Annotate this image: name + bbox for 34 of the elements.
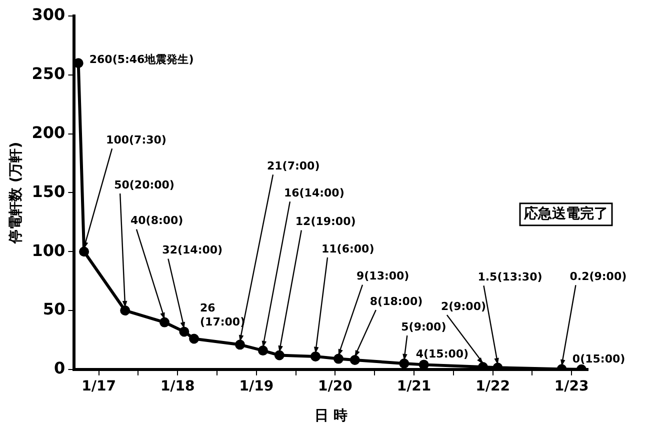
y-tick-label: 100 (32, 240, 66, 260)
x-tick-label: 1/23 (554, 378, 589, 394)
y-axis-title: 停電軒数 (万軒) (8, 142, 24, 245)
annotation: 16(14:00) (284, 186, 344, 200)
annotation: 5(9:00) (401, 320, 446, 334)
annotation: 0.2(9:00) (570, 270, 627, 284)
annotation: 12(19:00) (295, 215, 356, 228)
annotation: 2(9:00) (440, 300, 486, 313)
annotation: 21(7:00) (266, 160, 320, 173)
y-tick-label: 300 (32, 5, 66, 24)
annotation: 40(8:00) (130, 214, 184, 228)
x-tick-label: 1/18 (160, 378, 195, 394)
y-tick-label: 0 (54, 358, 66, 378)
annotation: 1.5(13:30) (478, 270, 542, 284)
annotation: 9(13:00) (356, 270, 410, 283)
y-tick-label: 50 (42, 300, 66, 319)
x-axis-title: 日 時 (314, 408, 348, 424)
annotation: 50(20:00) (114, 178, 174, 192)
y-tick-label: 200 (32, 122, 66, 142)
annotation: 11(6:00) (322, 242, 374, 256)
annotation: 260(5:46地震発生) (89, 52, 194, 66)
x-tick-label: 1/19 (239, 378, 274, 394)
y-tick-label: 150 (32, 182, 66, 201)
annotation: 32(14:00) (162, 244, 223, 257)
y-tick-label: 250 (32, 64, 66, 84)
x-tick-label: 1/22 (476, 378, 510, 394)
annotation: 応急送電完了 (523, 205, 608, 222)
x-tick-label: 1/17 (82, 378, 116, 394)
annotation: 100(7:30) (106, 133, 166, 146)
annotation: 8(18:00) (370, 294, 423, 308)
x-tick-label: 1/20 (318, 378, 353, 394)
annotation: 4(15:00) (416, 348, 469, 361)
x-tick-label: 1/21 (396, 378, 432, 394)
annotation: 0(15:00) (572, 352, 626, 366)
